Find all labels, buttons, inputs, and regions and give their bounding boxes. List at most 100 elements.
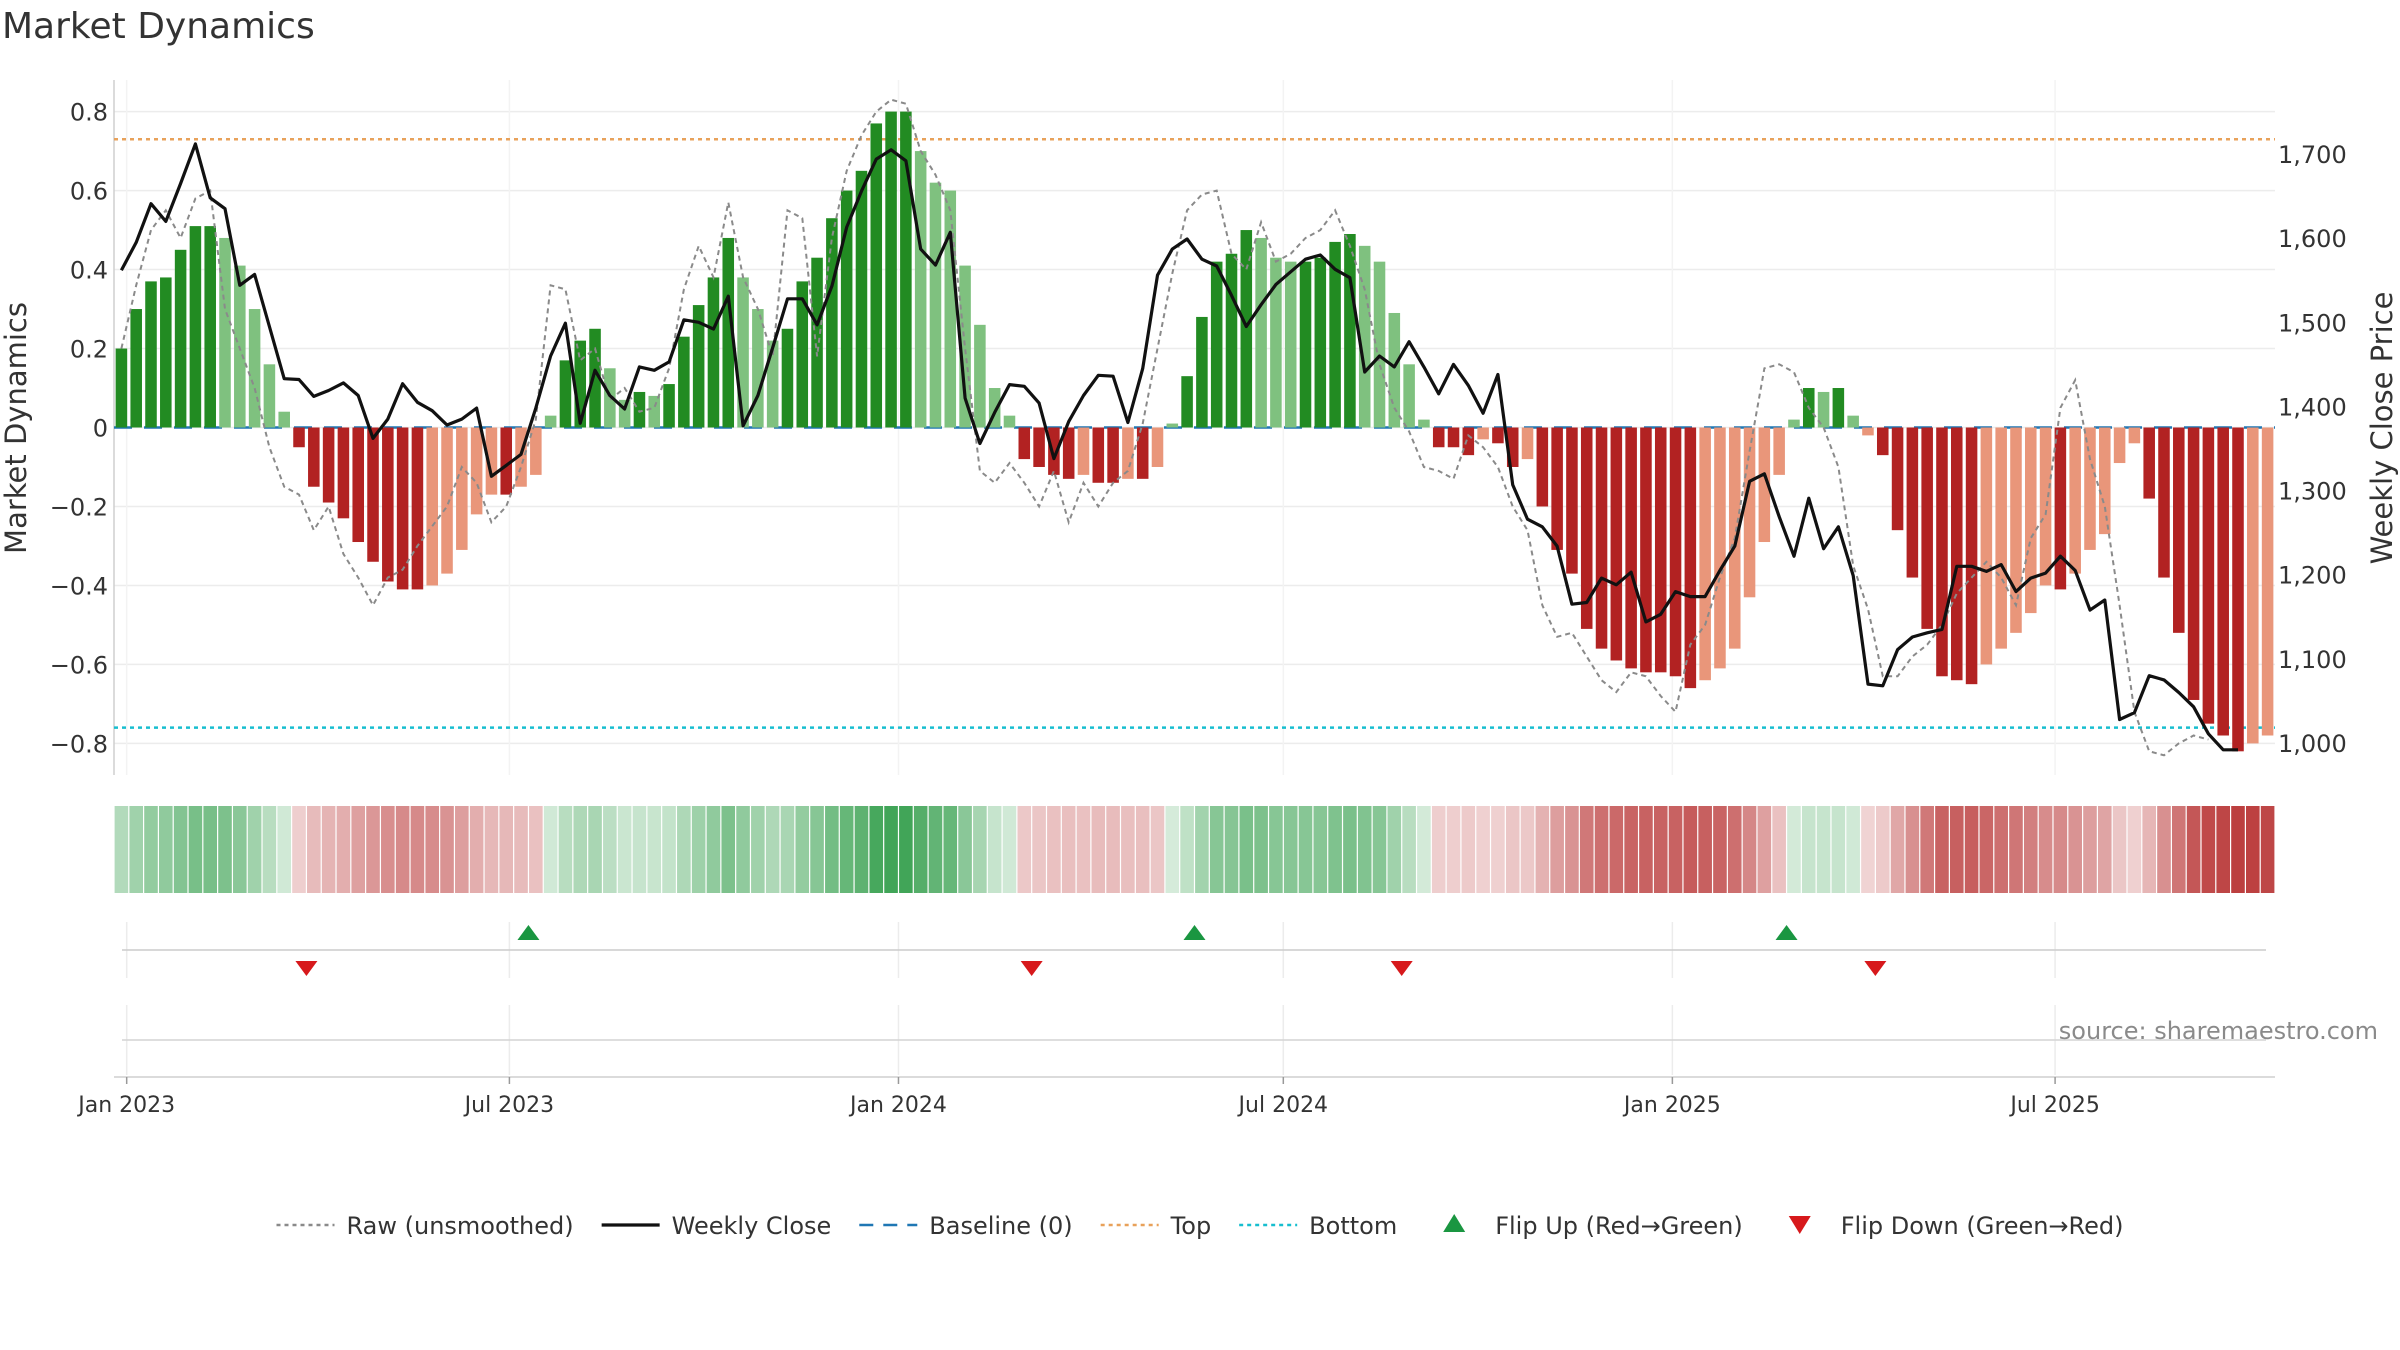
heat-cell: [588, 806, 602, 893]
dynamics-bar: [1669, 427, 1682, 677]
right-tick-label: 1,600: [2278, 225, 2347, 253]
heat-cell: [691, 806, 706, 893]
heat-cell: [1594, 806, 1609, 893]
flip-down-marker: [1390, 961, 1413, 976]
x-tick-label: Jan 2023: [76, 1093, 175, 1118]
left-tick-label: −0.4: [50, 572, 108, 600]
heat-cell: [484, 806, 499, 893]
heat-cell: [1047, 806, 1061, 893]
heat-cell: [662, 806, 676, 893]
dynamics-bar: [1166, 423, 1179, 428]
heat-cell: [1076, 806, 1091, 893]
dynamics-bar: [115, 348, 128, 428]
heat-cell: [973, 806, 987, 893]
dynamics-bar: [1388, 312, 1401, 428]
heat-cell: [2216, 806, 2230, 893]
dynamics-bar: [1862, 427, 1874, 436]
heat-cell: [1727, 806, 1742, 893]
dynamics-bar: [1684, 427, 1697, 689]
dynamics-bar: [1048, 427, 1060, 475]
heat-cell: [721, 806, 736, 893]
flip-down-marker: [295, 961, 318, 976]
dynamics-bar: [2099, 427, 2111, 535]
dynamics-bar: [160, 277, 172, 428]
heat-cell: [1639, 806, 1653, 893]
heat-cell: [2053, 806, 2068, 893]
heat-cell: [1698, 806, 1712, 893]
dynamics-bar: [130, 309, 142, 428]
dynamics-bar: [2247, 427, 2259, 744]
heat-cell: [1106, 806, 1120, 893]
dynamics-bar: [559, 360, 572, 428]
dynamics-bar: [337, 427, 350, 519]
dynamics-bar: [485, 427, 498, 495]
heat-cell: [469, 806, 484, 893]
heat-cell: [1772, 806, 1786, 893]
heat-cell: [765, 806, 780, 893]
right-tick-label: 1,400: [2278, 393, 2347, 421]
heat-cell: [1417, 806, 1431, 893]
dynamics-bar: [1255, 237, 1267, 428]
heat-strip: [114, 806, 2275, 893]
left-tick-label: 0.2: [70, 336, 108, 364]
heat-cell: [307, 806, 321, 893]
x-tick-label: Jan 2025: [1622, 1093, 1721, 1118]
heat-cell: [1150, 806, 1165, 893]
dynamics-bar: [604, 368, 616, 428]
heat-cell: [869, 806, 884, 893]
dynamics-bar: [1995, 427, 2007, 649]
heat-cell: [1209, 806, 1224, 893]
heat-cell: [1668, 806, 1683, 893]
heat-cell: [558, 806, 573, 893]
dynamics-bar: [1817, 391, 1830, 428]
right-tick-label: 1,100: [2278, 646, 2347, 674]
dynamics-bar: [1447, 427, 1460, 448]
x-tick-label: Jan 2024: [848, 1093, 947, 1118]
flip-up-marker: [1183, 925, 1206, 940]
left-tick-label: 0: [93, 415, 108, 443]
heat-cell: [1550, 806, 1564, 893]
heat-cell: [1195, 806, 1209, 893]
heat-cell: [736, 806, 750, 893]
heat-cell: [1579, 806, 1594, 893]
dynamics-bars: [115, 111, 2274, 752]
dynamics-bar: [1965, 427, 1978, 685]
heat-cell: [351, 806, 366, 893]
heat-cell: [2009, 806, 2023, 893]
heat-cell: [617, 806, 632, 893]
heat-cell: [825, 806, 839, 893]
dynamics-bar: [1403, 364, 1415, 428]
heat-cell: [262, 806, 277, 893]
dynamics-bar: [1418, 419, 1430, 428]
dynamics-bar: [589, 328, 601, 428]
dynamics-bar: [1210, 261, 1223, 428]
dynamics-bar: [1373, 261, 1386, 428]
dynamics-bar: [855, 170, 868, 428]
dynamics-bar: [1033, 427, 1045, 467]
heat-cell: [440, 806, 454, 893]
heat-cell: [810, 806, 824, 893]
dynamics-bar: [1551, 427, 1563, 550]
dynamics-bar: [1462, 427, 1475, 456]
heat-cell: [1713, 806, 1727, 893]
dynamics-bar: [796, 281, 809, 428]
heat-cell: [1683, 806, 1698, 893]
heat-cell: [1224, 806, 1239, 893]
dynamics-bar: [1980, 427, 1993, 665]
dynamics-bar: [1077, 427, 1090, 475]
heat-cell: [1002, 806, 1017, 893]
dynamics-bar: [1122, 427, 1134, 479]
dynamics-bar: [1566, 427, 1578, 574]
legend-item-top: Top: [1100, 1212, 1211, 1240]
heat-cell: [114, 806, 129, 893]
heat-cell: [381, 806, 395, 893]
flip-up-marker: [1775, 925, 1798, 940]
dynamics-bar: [1151, 427, 1164, 467]
dynamics-bar: [959, 265, 971, 428]
heat-cell: [1979, 806, 1994, 893]
heat-cell: [1017, 806, 1032, 893]
dynamics-bar: [1477, 427, 1489, 440]
heat-cell: [854, 806, 869, 893]
dynamics-bar: [2173, 427, 2185, 633]
